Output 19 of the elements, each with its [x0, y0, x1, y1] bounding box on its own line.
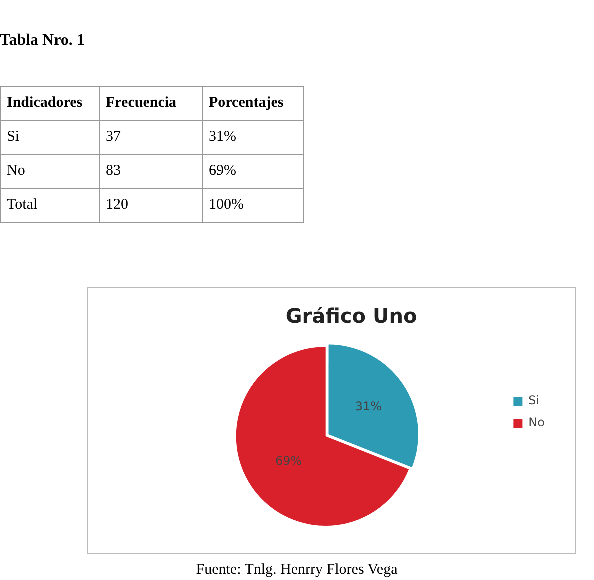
- legend-label: Si: [528, 394, 540, 408]
- data-label: 69%: [275, 454, 302, 468]
- text: Si: [0, 120, 100, 154]
- source-note: Fuente: Tnlg. Henrry Flores Vega: [195, 562, 399, 579]
- text: Indicadores: [0, 86, 100, 120]
- text: 120: [100, 188, 202, 222]
- text: Frecuencia: [100, 86, 202, 120]
- text: Porcentajes: [202, 86, 304, 120]
- text: 31%: [202, 120, 304, 154]
- text: No: [0, 154, 100, 188]
- chart-title: Gráfico Uno: [286, 304, 418, 328]
- text: 100%: [202, 188, 304, 222]
- text: Total: [0, 188, 100, 222]
- data-label: 31%: [355, 400, 382, 414]
- legend-label: No: [528, 416, 546, 430]
- text: Tabla Nro. 1: [0, 32, 85, 50]
- text: 83: [100, 154, 202, 188]
- text: 37: [100, 120, 202, 154]
- text: 69%: [202, 154, 304, 188]
